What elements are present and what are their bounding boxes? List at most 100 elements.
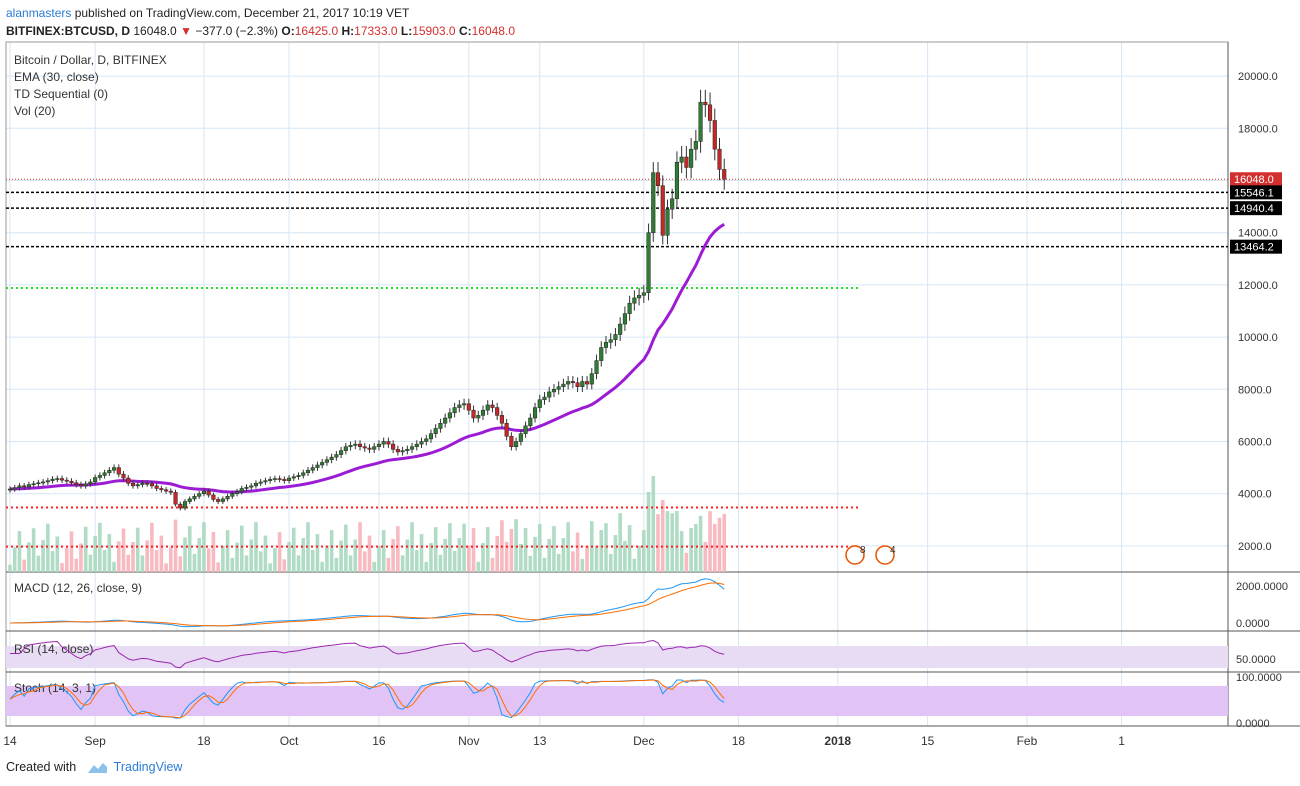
candle-up bbox=[476, 415, 481, 419]
candle-up bbox=[514, 441, 519, 447]
volume-bar bbox=[27, 542, 31, 572]
volume-bar bbox=[41, 540, 45, 572]
price-chart-svg[interactable]: Bitcoin / Dollar, D, BITFINEX EMA (30, cl… bbox=[0, 41, 1300, 751]
volume-bar bbox=[632, 558, 637, 572]
volume-bar bbox=[400, 555, 405, 572]
volume-bar bbox=[244, 555, 249, 572]
chart-area[interactable]: Bitcoin / Dollar, D, BITFINEX EMA (30, cl… bbox=[0, 41, 1300, 751]
volume-bar bbox=[12, 547, 17, 572]
volume-bar bbox=[310, 549, 315, 572]
candle-up bbox=[258, 481, 263, 484]
volume-bar bbox=[183, 537, 187, 572]
candle-up bbox=[239, 488, 244, 492]
candle-down bbox=[64, 479, 69, 482]
volume-bar bbox=[708, 511, 712, 572]
candle-up bbox=[244, 486, 249, 489]
candle-up bbox=[249, 485, 254, 488]
candle-up bbox=[140, 483, 145, 485]
candle-down bbox=[211, 494, 216, 500]
volume-bar bbox=[263, 535, 268, 572]
candle-up bbox=[480, 409, 486, 416]
candle-up bbox=[613, 334, 618, 340]
volume-bar bbox=[140, 555, 145, 572]
candle-down bbox=[466, 403, 471, 411]
volume-bar bbox=[121, 528, 126, 572]
candle-down bbox=[495, 407, 500, 416]
volume-bar bbox=[60, 563, 64, 572]
volume-bar bbox=[490, 557, 495, 572]
candle-up bbox=[135, 484, 140, 487]
candle-up bbox=[698, 101, 703, 142]
volume-bar bbox=[509, 529, 514, 572]
time-axis-label: Feb bbox=[1017, 734, 1038, 748]
level-tag bbox=[1230, 185, 1282, 200]
publish-info: published on TradingView.com, December 2… bbox=[71, 6, 410, 20]
candle-down bbox=[717, 148, 722, 170]
candle-up bbox=[637, 295, 642, 299]
chart-header: alanmasters published on TradingView.com… bbox=[6, 4, 515, 40]
candle-up bbox=[679, 156, 684, 163]
currency-badge-count: 8 bbox=[860, 545, 866, 556]
volume-bar bbox=[613, 535, 618, 572]
volume-bar bbox=[268, 563, 272, 572]
candle-down bbox=[277, 478, 282, 480]
candle-down bbox=[655, 172, 661, 186]
candle-up bbox=[414, 443, 419, 447]
volume-bar bbox=[296, 555, 301, 572]
candle-down bbox=[395, 449, 400, 453]
candle-up bbox=[561, 383, 566, 387]
volume-bar bbox=[537, 524, 542, 572]
volume-bar bbox=[301, 538, 306, 572]
candle-up bbox=[618, 323, 623, 335]
candle-down bbox=[357, 443, 363, 447]
candle-down bbox=[154, 485, 159, 489]
candle-up bbox=[410, 446, 415, 450]
candle-up bbox=[45, 480, 50, 483]
time-axis-label: Nov bbox=[458, 734, 479, 748]
candle-up bbox=[693, 141, 698, 150]
down-arrow-icon: ▼ bbox=[180, 24, 192, 38]
candle-up bbox=[291, 476, 296, 479]
price-tick-label: 18000.0 bbox=[1238, 123, 1278, 135]
candle-down bbox=[490, 404, 495, 408]
volume-bar bbox=[651, 476, 656, 572]
candle-up bbox=[485, 404, 490, 411]
candle-up bbox=[263, 480, 268, 483]
candle-up bbox=[646, 232, 651, 293]
candle-up bbox=[670, 198, 675, 210]
candle-up bbox=[41, 481, 46, 484]
volume-bar bbox=[608, 553, 613, 572]
volume-bar bbox=[684, 552, 689, 572]
price-tick-label: 20000.0 bbox=[1238, 71, 1278, 83]
volume-bar bbox=[429, 542, 433, 572]
indicator-label: TD Sequential (0) bbox=[14, 87, 108, 101]
volume-bar bbox=[79, 543, 83, 572]
created-with-text: Created with bbox=[6, 760, 77, 774]
candle-up bbox=[566, 381, 571, 385]
level-tag bbox=[1230, 239, 1282, 254]
volume-bar bbox=[552, 526, 556, 572]
candle-up bbox=[528, 417, 533, 427]
volume-bar bbox=[542, 557, 547, 572]
level-tag bbox=[1230, 172, 1282, 187]
candle-up bbox=[36, 482, 41, 485]
volume-bar bbox=[315, 534, 320, 572]
volume-bar bbox=[17, 531, 22, 572]
volume-bar bbox=[585, 545, 589, 572]
candle-up bbox=[268, 479, 273, 481]
volume-bar bbox=[433, 527, 438, 572]
volume-bar bbox=[372, 561, 377, 572]
high-value: 17333.0 bbox=[354, 24, 398, 38]
tradingview-link[interactable]: TradingView bbox=[113, 760, 183, 774]
volume-bar bbox=[405, 539, 410, 572]
candle-down bbox=[707, 104, 713, 121]
candle-up bbox=[376, 443, 381, 447]
candle-up bbox=[542, 396, 547, 400]
volume-bar bbox=[216, 562, 220, 572]
author-link[interactable]: alanmasters bbox=[6, 6, 72, 20]
candle-up bbox=[296, 475, 301, 477]
volume-bar bbox=[519, 543, 523, 572]
volume-bar bbox=[334, 557, 339, 572]
high-label: H: bbox=[341, 24, 355, 38]
candle-up bbox=[622, 313, 627, 325]
